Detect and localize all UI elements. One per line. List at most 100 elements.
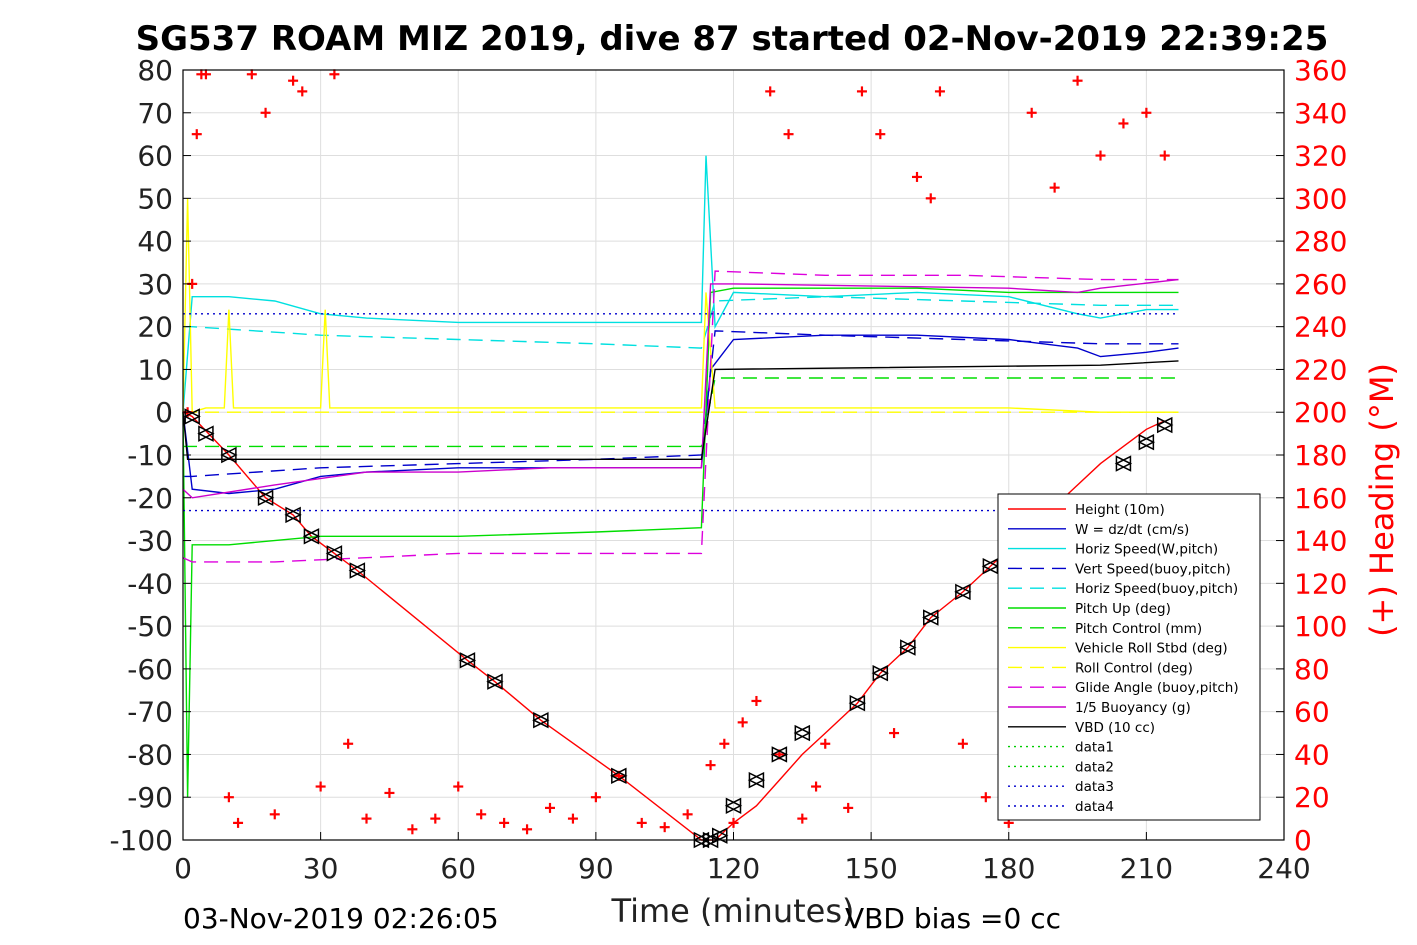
heading-point — [200, 69, 211, 80]
heading-point — [233, 817, 244, 828]
depth-marker-left — [458, 652, 476, 669]
legend: Height (10m) W = dz/dt (cm/s) Horiz Speed(… — [997, 493, 1261, 821]
y-tick-right-label: 280 — [1294, 225, 1347, 258]
heading-point — [499, 817, 510, 828]
heading-point — [246, 69, 257, 80]
heading-point — [912, 171, 922, 182]
heading-point — [1118, 118, 1129, 129]
y-tick-right-label: 320 — [1294, 140, 1347, 173]
legend-label: data3 — [1075, 779, 1114, 795]
x-tick-label: 90 — [578, 852, 614, 885]
depth-marker — [954, 583, 972, 601]
y-tick-right-label: 80 — [1294, 653, 1330, 686]
y-tick-right-label: 260 — [1294, 268, 1347, 301]
y-tick-right-label: 240 — [1294, 311, 1347, 344]
heading-point — [1159, 150, 1170, 161]
depth-marker-left — [348, 562, 366, 579]
legend-label: Vehicle Roll Stbd (deg) — [1075, 641, 1228, 657]
y-tick-label: -10 — [127, 439, 173, 472]
depth-marker — [981, 558, 1000, 575]
depth-marker — [1114, 455, 1133, 472]
depth-marker — [848, 694, 867, 712]
depth-marker-left — [848, 694, 866, 712]
heading-point — [811, 781, 822, 792]
series-line — [182, 287, 1179, 798]
depth-marker-left — [1137, 433, 1155, 451]
depth-marker — [284, 506, 302, 524]
y-tick-label: 0 — [155, 396, 173, 429]
heading-point — [659, 822, 670, 833]
depth-marker-left — [284, 506, 301, 524]
heading-point — [705, 760, 716, 771]
y-tick-right-label: 20 — [1294, 781, 1330, 814]
depth-marker-left — [486, 673, 503, 690]
depth-marker-left — [197, 425, 214, 442]
heading-point — [856, 86, 867, 97]
heading-point — [476, 809, 487, 820]
series-line — [182, 155, 1179, 413]
heading-layer — [182, 69, 1170, 835]
y-tick-label: 70 — [137, 97, 173, 130]
y-tick-label: 10 — [137, 353, 173, 386]
depth-marker-left — [302, 528, 320, 545]
heading-point — [260, 107, 271, 118]
y-tick-label: -60 — [127, 653, 173, 686]
y-tick-right-label: 120 — [1294, 567, 1347, 600]
heading-point — [545, 802, 555, 813]
x-tick-label: 150 — [844, 852, 897, 885]
depth-marker-left — [256, 489, 274, 506]
depth-marker-left — [871, 664, 889, 682]
depth-marker — [458, 652, 477, 669]
depth-marker — [793, 724, 811, 742]
heading-point — [430, 813, 441, 824]
y-tick-label: 60 — [137, 140, 173, 173]
x-tick-label: 180 — [982, 852, 1035, 885]
heading-point — [522, 824, 533, 835]
marker-layer — [183, 408, 1174, 849]
y-tick-right-label: 0 — [1294, 824, 1312, 857]
depth-marker-left — [922, 609, 939, 626]
depth-marker-left — [183, 408, 200, 425]
x-tick-label: 240 — [1257, 852, 1310, 885]
depth-marker-left — [1114, 455, 1132, 472]
heading-point — [223, 792, 234, 803]
depth-marker-left — [1156, 416, 1173, 434]
heading-point — [288, 75, 299, 86]
depth-marker — [747, 771, 766, 789]
depth-marker-left — [770, 746, 788, 763]
depth-marker — [1137, 433, 1156, 451]
depth-marker-left — [724, 797, 742, 814]
legend-label: data1 — [1075, 740, 1114, 756]
legend-label: 1/5 Buoyancy (g) — [1075, 700, 1191, 716]
depth-marker — [348, 562, 367, 579]
series-line — [182, 278, 1179, 499]
heading-point — [1141, 107, 1152, 118]
heading-point — [889, 728, 900, 739]
depth-marker-left — [220, 446, 237, 464]
series-layer — [182, 155, 1179, 841]
heading-point — [925, 193, 936, 204]
y-axis-left: -100-90-80-70-60-50-40-30-20-10010203040… — [109, 54, 191, 857]
heading-point — [957, 738, 968, 749]
y-tick-right-label: 40 — [1294, 738, 1330, 771]
heading-point — [783, 129, 794, 140]
legend-label: Glide Angle (buoy,pitch) — [1075, 680, 1239, 696]
series-line — [182, 270, 1179, 563]
y-tick-label: 80 — [137, 54, 173, 87]
depth-marker-left — [899, 639, 916, 656]
y-tick-label: 40 — [137, 225, 173, 258]
heading-point — [315, 781, 326, 792]
legend-label: Horiz Speed(buoy,pitch) — [1075, 581, 1238, 597]
heading-point — [751, 695, 762, 706]
heading-point — [1049, 182, 1060, 193]
heading-point — [361, 813, 372, 824]
y-tick-right-label: 60 — [1294, 696, 1330, 729]
legend-label: Pitch Control (mm) — [1075, 621, 1202, 637]
depth-marker-left — [610, 767, 627, 785]
heading-point — [269, 809, 280, 820]
y-tick-right-label: 180 — [1294, 439, 1347, 472]
depth-marker-left — [954, 583, 971, 601]
y-tick-label: -40 — [127, 567, 173, 600]
depth-marker — [220, 446, 238, 464]
heading-point — [636, 817, 647, 828]
